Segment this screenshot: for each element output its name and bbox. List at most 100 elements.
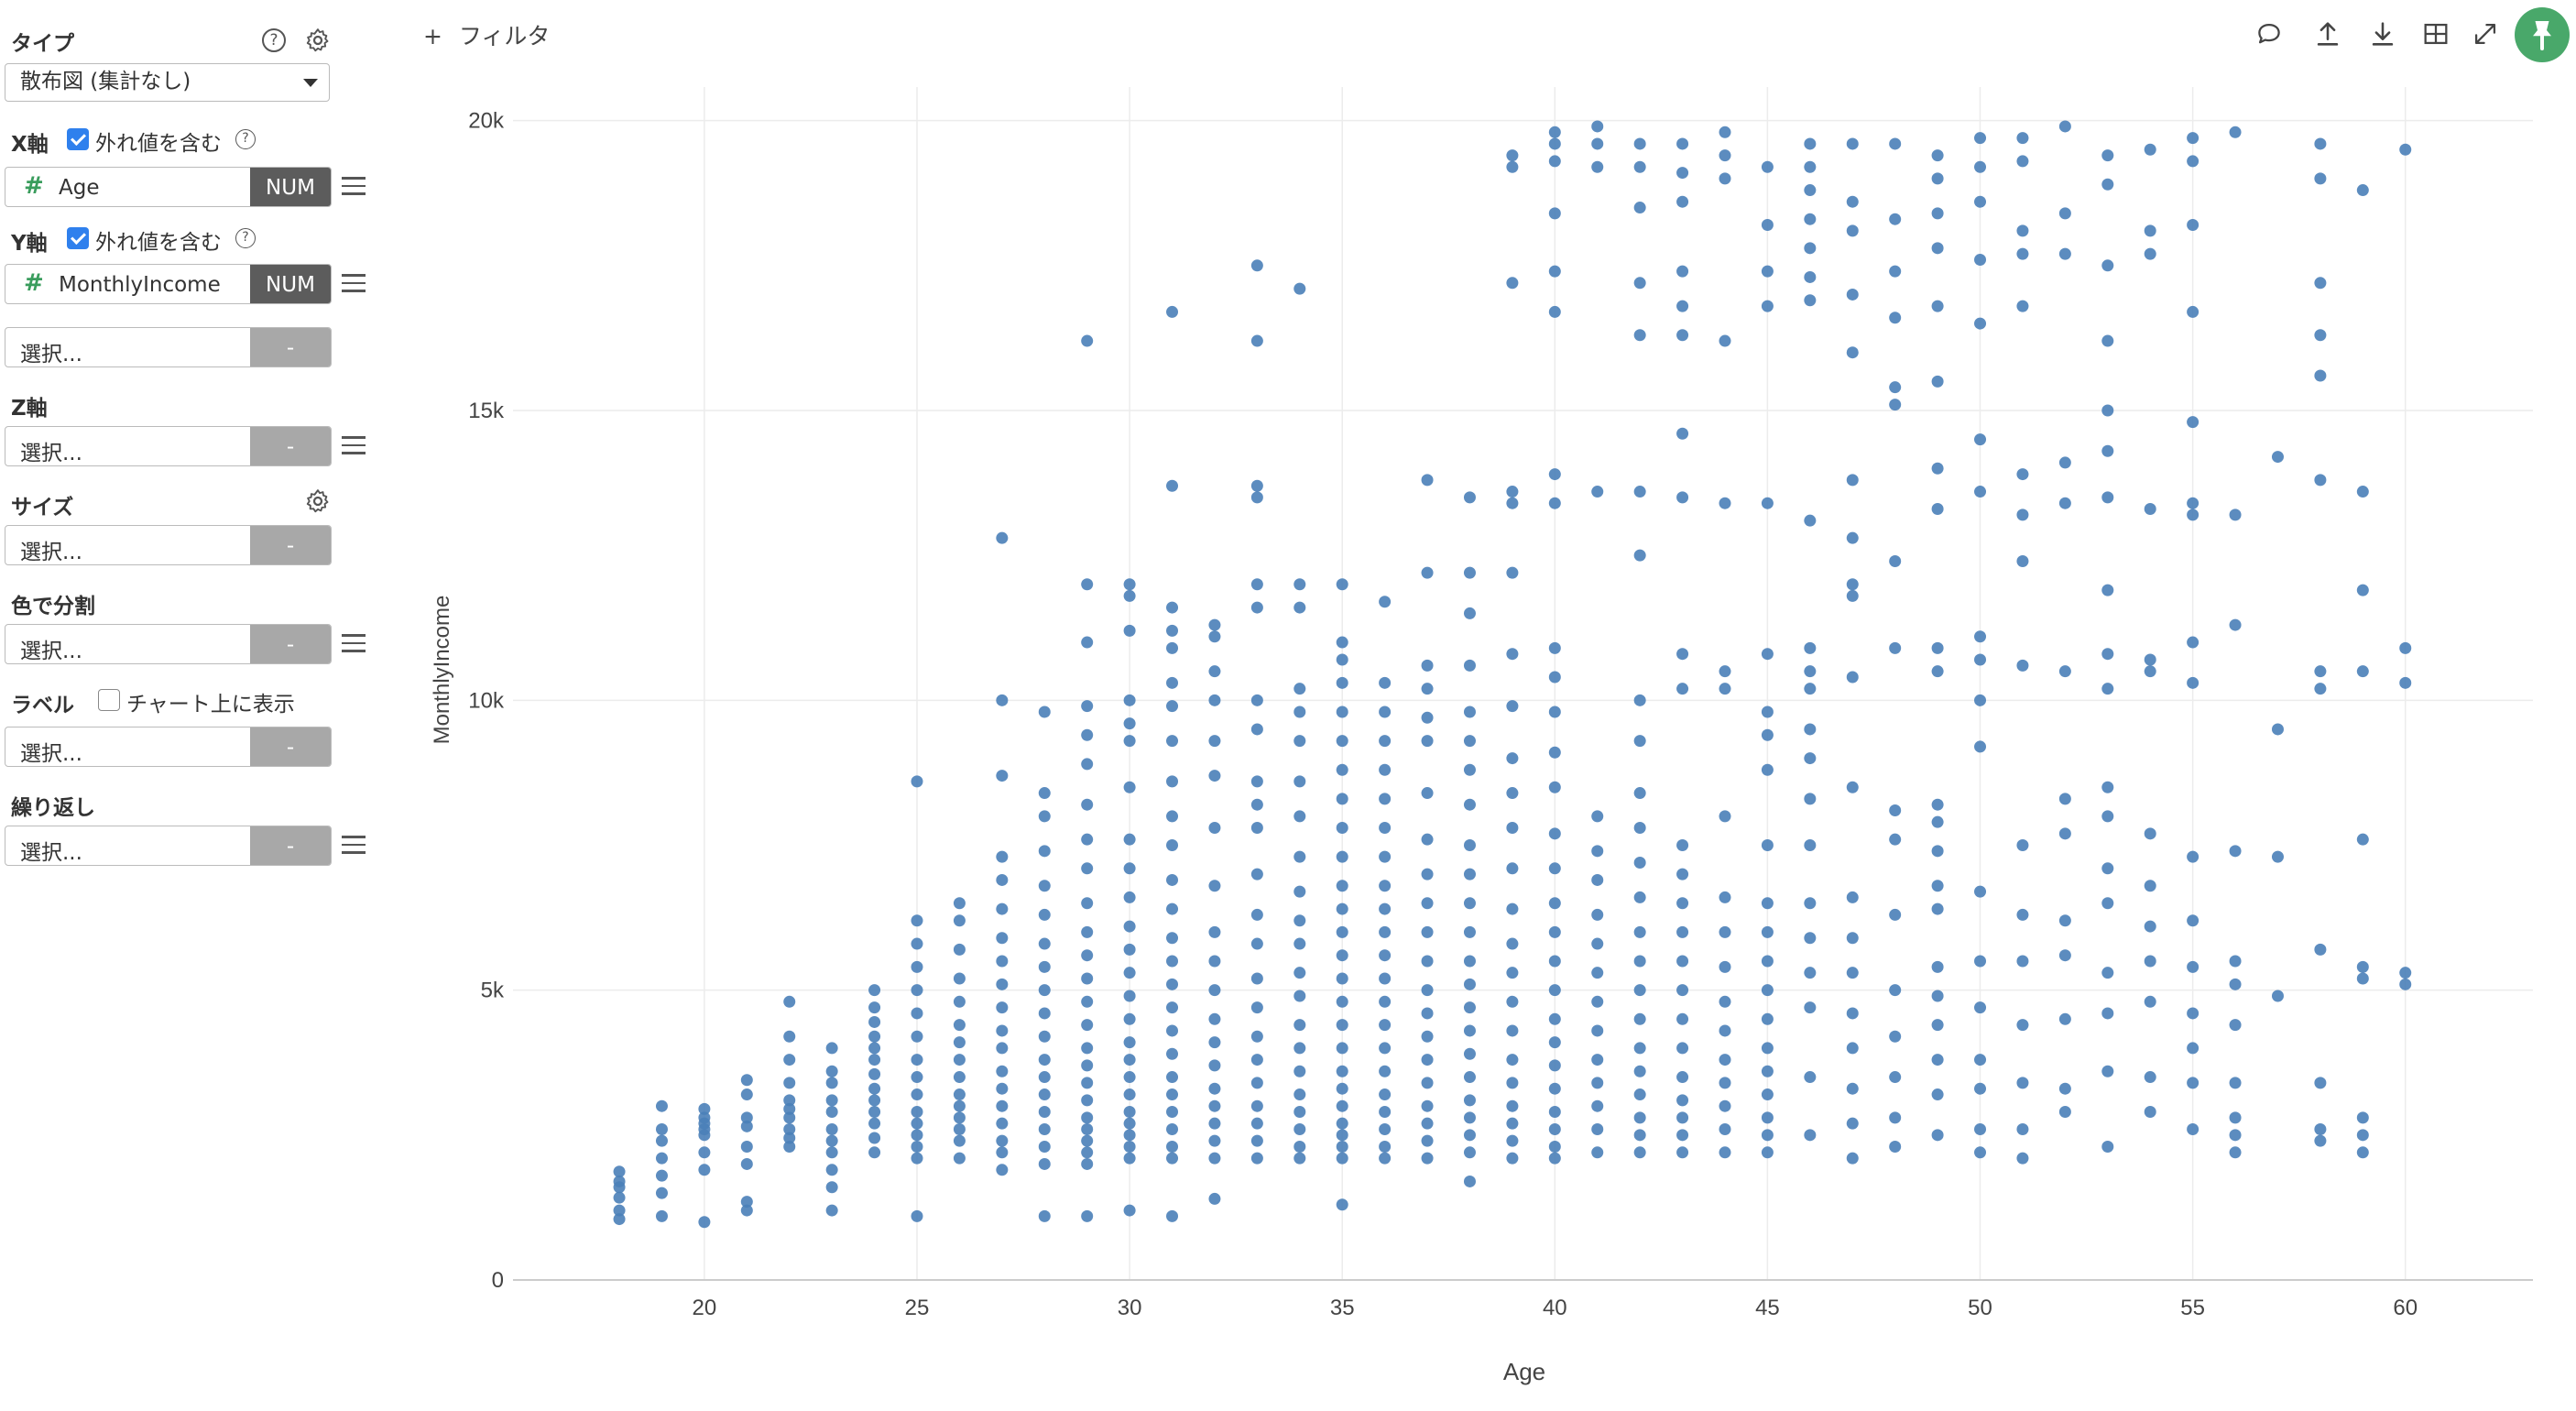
scatter-point[interactable] (1761, 300, 1774, 312)
scatter-point[interactable] (1804, 752, 1817, 765)
scatter-point[interactable] (868, 1117, 881, 1130)
scatter-point[interactable] (868, 1106, 881, 1119)
scatter-point[interactable] (655, 1209, 668, 1222)
scatter-point[interactable] (1804, 665, 1817, 678)
scatter-point[interactable] (996, 978, 1009, 990)
scatter-point[interactable] (1123, 967, 1136, 979)
scatter-point[interactable] (996, 770, 1009, 782)
scatter-point[interactable] (2187, 1077, 2199, 1089)
scatter-point[interactable] (1038, 845, 1051, 858)
scatter-point[interactable] (1038, 1088, 1051, 1101)
scatter-point[interactable] (1506, 862, 1519, 875)
scatter-point[interactable] (911, 1007, 923, 1020)
scatter-point[interactable] (1846, 474, 1859, 487)
scatter-point[interactable] (1250, 334, 1263, 347)
scatter-point[interactable] (1633, 1012, 1646, 1025)
scatter-point[interactable] (1038, 908, 1051, 921)
scatter-point[interactable] (1166, 1152, 1179, 1165)
scatter-point[interactable] (783, 1132, 796, 1144)
scatter-point[interactable] (1846, 1007, 1859, 1020)
scatter-point[interactable] (2314, 474, 2327, 487)
scatter-point[interactable] (1208, 1192, 1221, 1205)
scatter-point[interactable] (2314, 137, 2327, 150)
scatter-point[interactable] (1293, 735, 1306, 748)
scatter-point[interactable] (740, 1196, 753, 1209)
scatter-point[interactable] (1889, 381, 1902, 394)
scatter-point[interactable] (1548, 671, 1561, 684)
scatter-point[interactable] (1336, 676, 1348, 689)
scatter-point[interactable] (1463, 706, 1476, 718)
scatter-point[interactable] (740, 1088, 753, 1101)
scatter-point[interactable] (1931, 990, 1944, 1002)
scatter-point[interactable] (1250, 1030, 1263, 1043)
scatter-point[interactable] (1548, 1059, 1561, 1072)
scatter-point[interactable] (1974, 1123, 1987, 1136)
scatter-point[interactable] (1166, 624, 1179, 637)
scatter-point[interactable] (1123, 990, 1136, 1002)
scatter-point[interactable] (2058, 456, 2071, 469)
scatter-point[interactable] (2101, 781, 2114, 793)
scatter-point[interactable] (783, 1123, 796, 1136)
scatter-point[interactable] (825, 1065, 838, 1077)
scatter-point[interactable] (1633, 925, 1646, 938)
scatter-point[interactable] (1846, 1117, 1859, 1130)
scatter-point[interactable] (1974, 132, 1987, 145)
scatter-point[interactable] (1931, 503, 1944, 516)
scatter-point[interactable] (1804, 242, 1817, 255)
scatter-point[interactable] (1038, 960, 1051, 973)
scatter-point[interactable] (1761, 984, 1774, 997)
menu-icon[interactable] (342, 836, 366, 856)
scatter-point[interactable] (1038, 1106, 1051, 1119)
scatter-point[interactable] (2144, 827, 2156, 840)
scatter-point[interactable] (1676, 195, 1689, 208)
scatter-point[interactable] (1123, 943, 1136, 956)
scatter-point[interactable] (1974, 433, 1987, 446)
scatter-point[interactable] (825, 1164, 838, 1176)
color-field-slot[interactable]: 選択... - (5, 624, 332, 664)
scatter-point[interactable] (2144, 665, 2156, 678)
scatter-point[interactable] (2016, 1123, 2029, 1136)
scatter-point[interactable] (1250, 578, 1263, 591)
scatter-point[interactable] (1293, 885, 1306, 898)
scatter-point[interactable] (1081, 578, 1094, 591)
scatter-point[interactable] (1761, 265, 1774, 278)
label-type-badge[interactable]: - (250, 727, 331, 766)
scatter-point[interactable] (1719, 891, 1731, 903)
scatter-point[interactable] (911, 1106, 923, 1119)
scatter-point[interactable] (1208, 1059, 1221, 1072)
scatter-point[interactable] (1548, 1106, 1561, 1119)
scatter-point[interactable] (868, 1146, 881, 1159)
scatter-point[interactable] (1548, 265, 1561, 278)
help-icon[interactable]: ? (235, 228, 256, 248)
scatter-point[interactable] (2229, 955, 2242, 968)
scatter-point[interactable] (1293, 990, 1306, 1002)
scatter-point[interactable] (655, 1152, 668, 1165)
scatter-point[interactable] (1081, 862, 1094, 875)
scatter-point[interactable] (2101, 1140, 2114, 1153)
scatter-point[interactable] (868, 984, 881, 997)
help-icon[interactable]: ? (235, 129, 256, 149)
scatter-point[interactable] (1548, 137, 1561, 150)
scatter-point[interactable] (1123, 1088, 1136, 1101)
scatter-point[interactable] (740, 1120, 753, 1132)
scatter-point[interactable] (1463, 868, 1476, 881)
scatter-point[interactable] (996, 932, 1009, 945)
scatter-point[interactable] (1633, 277, 1646, 290)
scatter-point[interactable] (1974, 195, 1987, 208)
scatter-point[interactable] (2016, 1019, 2029, 1032)
scatter-point[interactable] (1379, 972, 1392, 985)
scatter-point[interactable] (1633, 891, 1646, 903)
scatter-point[interactable] (1719, 1123, 1731, 1136)
scatter-point[interactable] (1506, 1054, 1519, 1066)
scatter-point[interactable] (1421, 566, 1434, 579)
scatter-point[interactable] (2144, 247, 2156, 260)
scatter-point[interactable] (2229, 618, 2242, 631)
scatter-point[interactable] (1166, 902, 1179, 915)
scatter-point[interactable] (1081, 833, 1094, 846)
scatter-point[interactable] (1506, 937, 1519, 950)
scatter-point[interactable] (1038, 810, 1051, 823)
scatter-point[interactable] (1676, 955, 1689, 968)
scatter-point[interactable] (1038, 937, 1051, 950)
scatter-point[interactable] (2399, 967, 2412, 979)
scatter-point[interactable] (1548, 955, 1561, 968)
